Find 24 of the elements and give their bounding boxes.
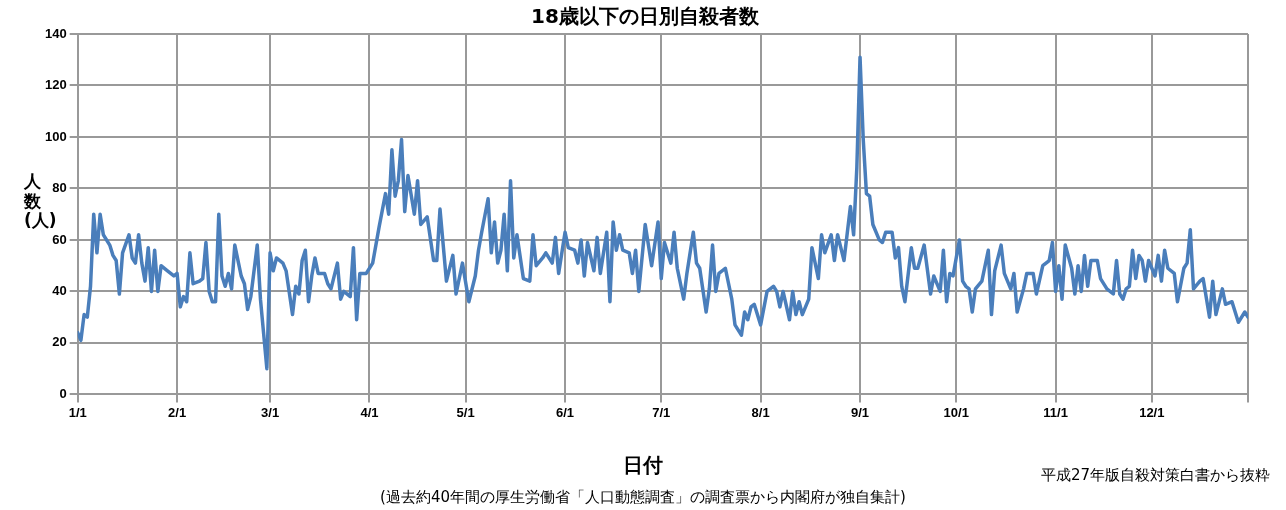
y-tick-label: 120 — [44, 77, 67, 93]
x-tick-label: 7/1 — [652, 404, 671, 420]
y-tick-label: 140 — [44, 25, 67, 41]
x-tick-label: 11/1 — [1043, 404, 1068, 420]
chart-title: 18歳以下の日別自殺者数 — [531, 4, 760, 29]
y-tick-label: 80 — [52, 180, 67, 196]
x-tick-label: 4/1 — [360, 404, 379, 420]
y-tick-label: 40 — [52, 283, 67, 299]
x-tick-label: 8/1 — [751, 404, 770, 420]
y-tick-label: 20 — [52, 334, 67, 350]
x-tick-label: 6/1 — [556, 404, 575, 420]
text: (過去約40年間の厚生労働省「人口動態調査」の調査票から内閣府が独自集計) — [379, 488, 907, 507]
x-tick-label: 2/1 — [168, 404, 187, 420]
y-tick-label: 100 — [44, 128, 67, 144]
x-tick-label: 12/1 — [1139, 404, 1165, 420]
x-axis-title: 日付 — [623, 453, 663, 477]
text: 平成27年版自殺対策白書から抜粋 — [1040, 466, 1270, 485]
x-tick-label: 5/1 — [456, 404, 475, 420]
y-tick-label: 60 — [52, 231, 67, 247]
x-tick-label: 1/1 — [68, 404, 87, 420]
y-tick-label: 0 — [59, 385, 67, 401]
x-tick-label: 10/1 — [943, 404, 969, 420]
x-tick-label: 3/1 — [261, 404, 280, 420]
x-tick-label: 9/1 — [851, 404, 870, 420]
